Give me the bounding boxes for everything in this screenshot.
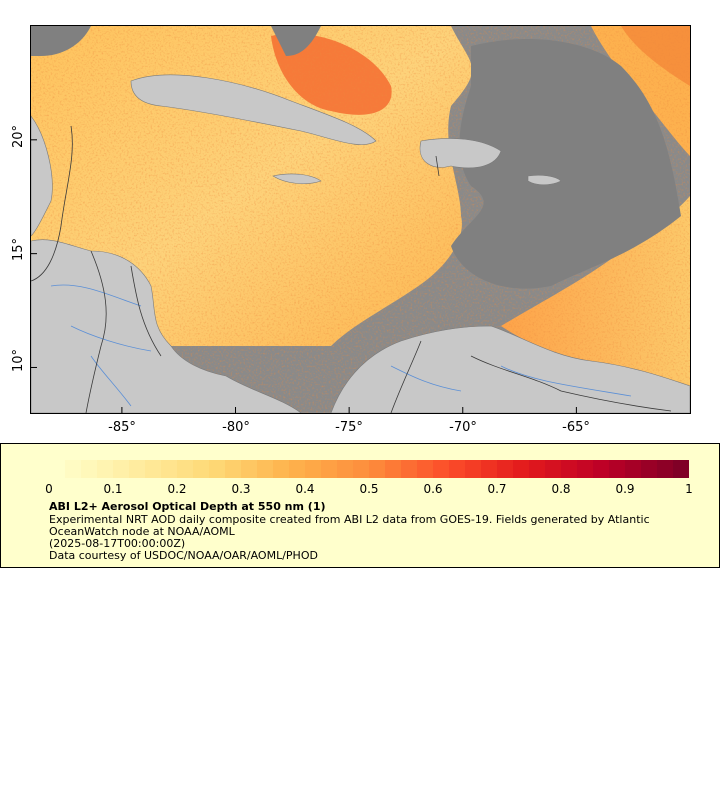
legend-credit: Data courtesy of USDOC/NOAA/OAR/AOML/PHO… bbox=[49, 549, 318, 562]
colorbar-segment bbox=[401, 460, 418, 478]
tick-marks bbox=[31, 139, 577, 413]
puerto-rico bbox=[527, 174, 562, 186]
colorbar-label-1: 1 bbox=[685, 482, 693, 496]
colorbar-segment bbox=[321, 460, 338, 478]
colorbar-label-0-7: 0.7 bbox=[487, 482, 507, 496]
colorbar-segment bbox=[673, 460, 689, 478]
colorbar-segment bbox=[481, 460, 498, 478]
x-tick-label-85w: -85° bbox=[108, 420, 136, 435]
yucatan bbox=[31, 115, 53, 237]
colorbar-segment bbox=[65, 460, 82, 478]
colorbar-segment bbox=[257, 460, 274, 478]
colorbar-segment bbox=[305, 460, 322, 478]
colorbar-label-0-8: 0.8 bbox=[551, 482, 571, 496]
colorbar-label-0: 0 bbox=[45, 482, 53, 496]
colorbar-segment bbox=[497, 460, 514, 478]
hispaniola bbox=[419, 138, 502, 169]
colorbar-segment bbox=[81, 460, 98, 478]
colorbar-label-0-2: 0.2 bbox=[167, 482, 187, 496]
colorbar-segment bbox=[337, 460, 354, 478]
x-tick-label-80w: -80° bbox=[222, 420, 250, 435]
colorbar-segment bbox=[97, 460, 114, 478]
central-america bbox=[31, 239, 302, 413]
colorbar-segment bbox=[385, 460, 402, 478]
colorbar-segment bbox=[289, 460, 306, 478]
x-tick-label-65w: -65° bbox=[562, 420, 590, 435]
colorbar-segment bbox=[113, 460, 130, 478]
colorbar-segment bbox=[273, 460, 290, 478]
colorbar-segment bbox=[657, 460, 674, 478]
colorbar-label-0-5: 0.5 bbox=[359, 482, 379, 496]
colorbar-segment bbox=[545, 460, 562, 478]
colorbar-segment bbox=[449, 460, 466, 478]
colorbar-segment bbox=[209, 460, 226, 478]
y-tick-label-15: 15° bbox=[11, 237, 26, 261]
legend-description: Experimental NRT AOD daily composite cre… bbox=[49, 513, 654, 538]
colorbar-segment bbox=[609, 460, 626, 478]
colorbar-segment bbox=[417, 460, 434, 478]
colorbar-label-0-3: 0.3 bbox=[231, 482, 251, 496]
colorbar-segment bbox=[561, 460, 578, 478]
x-tick-label-75w: -75° bbox=[335, 420, 363, 435]
legend-time: (2025-08-17T00:00:00Z) bbox=[49, 537, 186, 550]
no-data-north bbox=[271, 26, 321, 56]
colorbar-segment bbox=[353, 460, 370, 478]
legend-title: ABI L2+ Aerosol Optical Depth at 550 nm … bbox=[49, 500, 326, 513]
colorbar-segment bbox=[465, 460, 482, 478]
colorbar-segment bbox=[161, 460, 178, 478]
colorbar-segment bbox=[177, 460, 194, 478]
y-tick-label-10: 10° bbox=[11, 348, 26, 372]
colorbar-segment bbox=[129, 460, 146, 478]
no-data-areas bbox=[31, 26, 681, 289]
colorbar-segment bbox=[145, 460, 162, 478]
no-data-gulf bbox=[31, 26, 91, 56]
colorbar-segment bbox=[529, 460, 546, 478]
borders bbox=[31, 125, 672, 413]
colorbar-segment bbox=[369, 460, 386, 478]
colorbar-segment bbox=[625, 460, 642, 478]
colorbar-segment bbox=[193, 460, 210, 478]
colorbar-segment bbox=[433, 460, 450, 478]
jamaica bbox=[272, 173, 322, 185]
colorbar-segment bbox=[225, 460, 242, 478]
rivers bbox=[50, 284, 632, 407]
y-tick-label-20: 20° bbox=[11, 124, 26, 148]
colorbar-segment bbox=[593, 460, 610, 478]
legend-panel: 0 0.1 0.2 0.3 0.4 0.5 0.6 0.7 0.8 0.9 1 … bbox=[0, 443, 720, 568]
colorbar-segment bbox=[49, 460, 66, 478]
map-canvas bbox=[31, 26, 690, 413]
no-data-cloud-east bbox=[451, 38, 681, 289]
x-tick-label-70w: -70° bbox=[449, 420, 477, 435]
aod-map bbox=[30, 25, 691, 414]
colorbar bbox=[49, 460, 689, 478]
colorbar-segment bbox=[641, 460, 658, 478]
cuba bbox=[130, 74, 377, 145]
colorbar-label-0-1: 0.1 bbox=[103, 482, 123, 496]
colorbar-label-0-6: 0.6 bbox=[423, 482, 443, 496]
colorbar-segment bbox=[577, 460, 594, 478]
colorbar-label-0-4: 0.4 bbox=[295, 482, 315, 496]
colorbar-segment bbox=[241, 460, 258, 478]
colorbar-segment bbox=[513, 460, 530, 478]
colorbar-label-0-9: 0.9 bbox=[615, 482, 635, 496]
